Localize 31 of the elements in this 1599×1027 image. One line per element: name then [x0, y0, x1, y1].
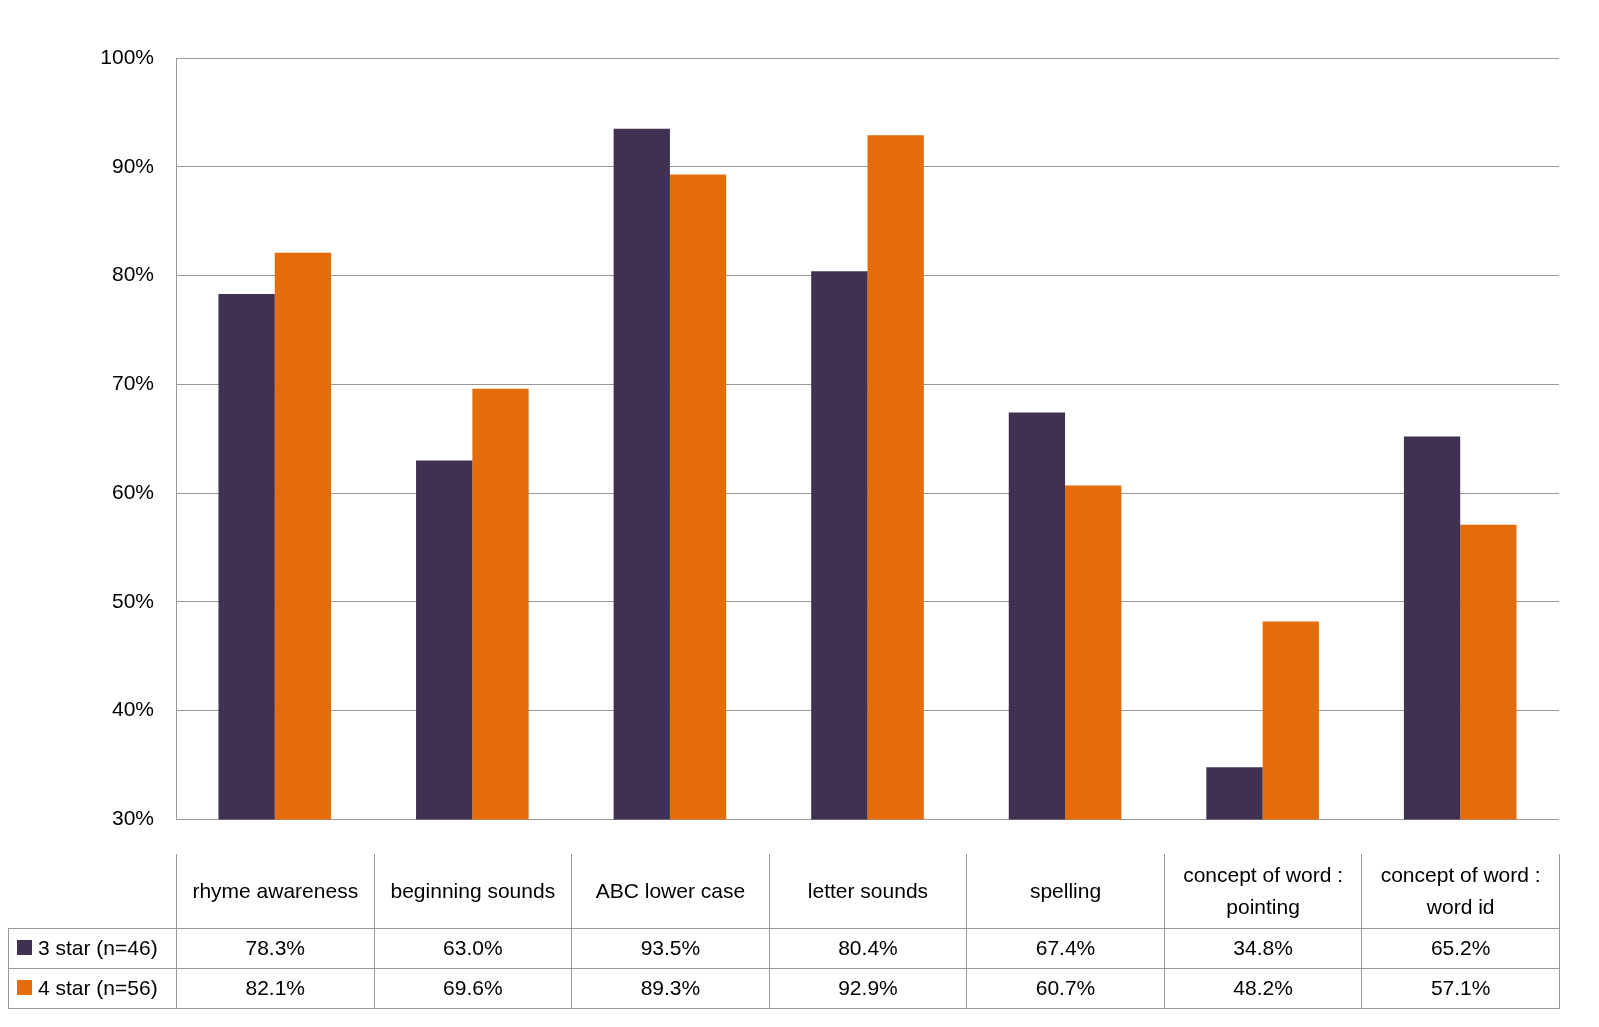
data-label: 57.1%	[1361, 968, 1560, 1008]
data-label: 65.2%	[1361, 928, 1560, 968]
y-tick-label: 90%	[111, 153, 154, 177]
x-tick-label: letter sounds	[807, 877, 929, 904]
data-label: 63.0%	[374, 928, 572, 968]
data-label: 78.3%	[176, 928, 375, 968]
x-tick-label: spelling	[1029, 877, 1102, 904]
data-label: 48.2%	[1164, 968, 1362, 1008]
y-tick-label: 30%	[111, 806, 154, 830]
y-tick-label: 80%	[111, 262, 154, 286]
legend-label: 4 star (n=56)	[8, 968, 177, 1008]
legend-label: 3 star (n=46)	[8, 928, 177, 968]
data-label: 67.4%	[966, 928, 1165, 968]
x-tick-label: beginning sounds	[390, 877, 556, 904]
data-label: 60.7%	[966, 968, 1165, 1008]
y-tick-label: 40%	[111, 697, 154, 721]
data-label: 69.6%	[374, 968, 572, 1008]
y-tick-label: 50%	[111, 588, 154, 612]
y-tick-label: 100%	[100, 44, 154, 68]
y-tick-label: 60%	[111, 479, 154, 503]
x-tick-label: concept of word : word id	[1379, 861, 1542, 920]
x-tick-label: rhyme awareness	[192, 877, 359, 904]
data-label: 34.8%	[1164, 928, 1362, 968]
data-label: 93.5%	[571, 928, 770, 968]
x-tick-label: ABC lower case	[595, 877, 746, 904]
data-label: 82.1%	[176, 968, 375, 1008]
y-tick-label: 70%	[111, 371, 154, 395]
x-tick-label: concept of word : pointing	[1182, 861, 1345, 920]
data-label: 92.9%	[769, 968, 967, 1008]
data-label: 89.3%	[571, 968, 770, 1008]
data-label: 80.4%	[769, 928, 967, 968]
